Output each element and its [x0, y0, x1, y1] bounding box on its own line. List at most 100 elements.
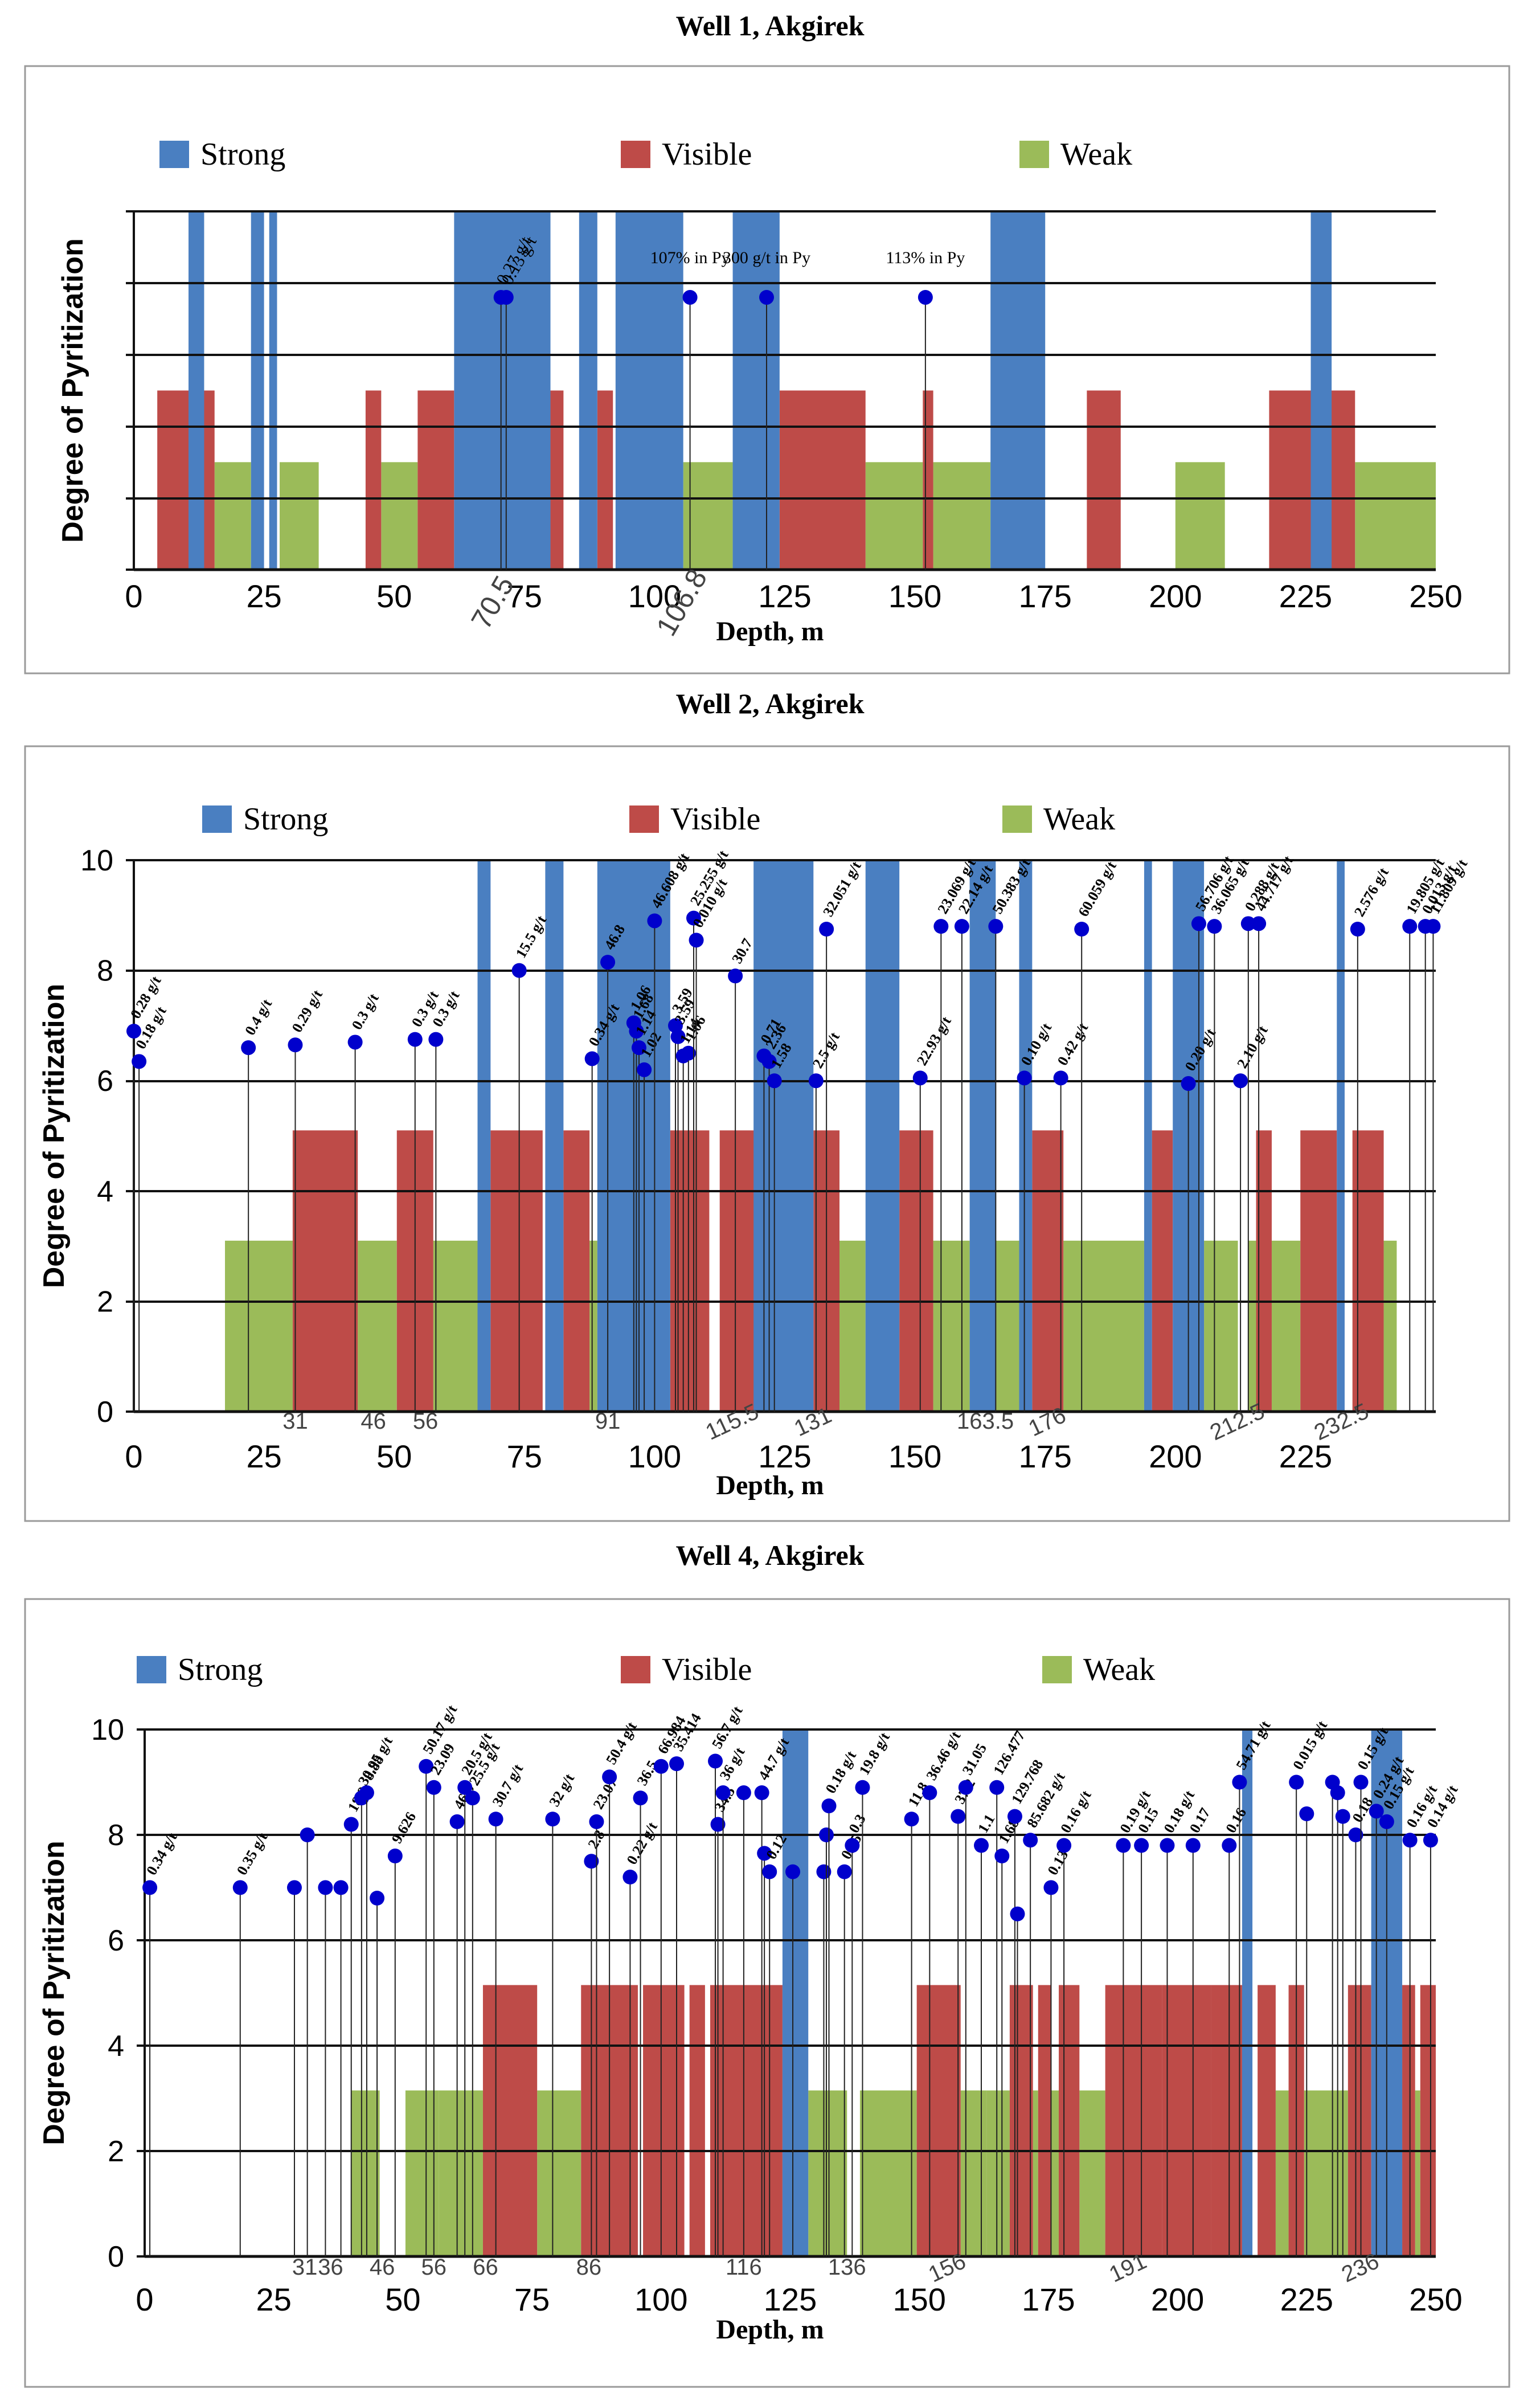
sample-marker-51 [1116, 1838, 1131, 1853]
sample-marker-48 [1023, 1833, 1038, 1848]
bar-weak-4 [808, 2090, 847, 2256]
sample-marker-39 [1251, 916, 1267, 931]
bar-weak-13 [1415, 2090, 1420, 2256]
x-axis-label: Depth, m [716, 1470, 824, 1500]
bar-strong-1 [251, 211, 264, 570]
bar-visible-2 [643, 1985, 685, 2256]
sample-marker-22 [633, 1790, 648, 1806]
sample-marker-57 [1289, 1774, 1304, 1790]
bar-visible-5 [779, 390, 866, 570]
bar-visible-12 [1258, 1985, 1276, 2256]
special-depth-tick-5: 86 [576, 2255, 602, 2280]
bar-weak-6 [1175, 462, 1225, 570]
bar-strong-1 [545, 860, 564, 1412]
sample-marker-23 [761, 1054, 777, 1069]
sample-label-3: 300 g/t in Py [723, 248, 810, 267]
sample-marker-13 [449, 1814, 465, 1829]
bar-visible-7 [899, 1130, 933, 1412]
sample-marker-53 [1160, 1838, 1175, 1853]
sample-marker-28 [736, 1785, 751, 1800]
sample-marker-0 [126, 1024, 141, 1039]
sample-marker-56 [1232, 1774, 1247, 1790]
legend-label-visible: Visible [662, 1652, 752, 1687]
sample-marker-37 [845, 1838, 860, 1853]
x-tick-label-5: 125 [764, 2281, 817, 2317]
x-tick-label-0: 0 [136, 2281, 153, 2317]
bar-visible-15 [1402, 1985, 1415, 2256]
legend-label-strong: Strong [178, 1652, 263, 1687]
sample-label-4: 113% in Py [886, 248, 965, 267]
bar-weak-0 [225, 1240, 293, 1412]
bar-visible-7 [1038, 1985, 1051, 2256]
sample-marker-4 [918, 289, 933, 305]
y-tick-label-5: 10 [80, 844, 113, 877]
sample-label-2: 107% in Py [650, 248, 730, 267]
sample-marker-35 [821, 1798, 837, 1814]
x-tick-label-8: 200 [1149, 1438, 1202, 1474]
sample-marker-24 [767, 1073, 782, 1089]
bar-strong-0 [782, 1729, 809, 2256]
bar-visible-3 [689, 1985, 705, 2256]
legend-label-visible: Visible [662, 137, 752, 172]
sample-marker-0 [142, 1880, 158, 1895]
sample-marker-34 [818, 1827, 834, 1842]
sample-marker-47 [1010, 1906, 1025, 1921]
y-tick-label-1: 2 [108, 2135, 124, 2168]
bar-strong-6 [732, 211, 780, 570]
x-tick-label-1: 25 [246, 578, 281, 614]
sample-marker-8 [584, 1051, 600, 1066]
x-tick-label-5: 125 [758, 578, 811, 614]
x-tick-label-8: 200 [1149, 578, 1202, 614]
bar-visible-3 [550, 390, 564, 570]
sample-marker-41 [1402, 919, 1418, 934]
bar-visible-6 [1009, 1985, 1033, 2256]
sample-marker-24 [669, 1756, 685, 1772]
x-tick-label-6: 150 [892, 2281, 945, 2317]
sample-marker-32 [785, 1864, 801, 1879]
bar-weak-3 [589, 1240, 597, 1412]
bar-visible-11 [1211, 1985, 1242, 2256]
special-depth-tick-2: 56 [413, 1409, 439, 1434]
bar-weak-0 [214, 462, 251, 570]
bar-visible-6 [923, 390, 933, 570]
sample-marker-20 [602, 1769, 617, 1785]
sample-marker-61 [1335, 1809, 1350, 1824]
sample-marker-27 [912, 1070, 928, 1086]
bar-weak-1 [358, 1240, 397, 1412]
bar-strong-0 [477, 860, 491, 1412]
bar-weak-5 [933, 1240, 970, 1412]
x-tick-label-9: 225 [1279, 578, 1332, 614]
y-tick-label-0: 0 [97, 1396, 113, 1429]
bar-visible-0 [482, 1985, 538, 2256]
sample-marker-55 [1222, 1838, 1237, 1853]
special-depth-tick-6: 163.5 [957, 1409, 1014, 1434]
sample-marker-11 [629, 1024, 644, 1039]
x-tick-label-4: 100 [628, 578, 681, 614]
bar-weak-2 [433, 1240, 478, 1412]
bar-visible-2 [490, 1130, 543, 1412]
sample-marker-6 [343, 1817, 359, 1832]
x-tick-label-10: 250 [1409, 2281, 1462, 2317]
sample-marker-14 [647, 913, 662, 929]
x-tick-label-7: 175 [1018, 578, 1071, 614]
sample-marker-52 [1134, 1838, 1149, 1853]
bar-strong-9 [1337, 860, 1345, 1412]
sample-marker-64 [1369, 1804, 1384, 1819]
sample-marker-4 [318, 1880, 333, 1895]
x-tick-label-6: 150 [888, 1438, 941, 1474]
sample-marker-3 [288, 1037, 303, 1053]
legend-swatch-weak [1019, 141, 1049, 168]
x-tick-label-4: 100 [634, 2281, 687, 2317]
sample-marker-67 [1423, 1833, 1438, 1848]
sample-marker-1 [232, 1880, 248, 1895]
sample-marker-30 [988, 919, 1004, 934]
bar-strong-5 [615, 211, 683, 570]
sample-marker-33 [816, 1864, 832, 1879]
legend-swatch-visible [629, 805, 659, 833]
sample-marker-5 [333, 1880, 349, 1895]
y-tick-label-4: 8 [108, 1819, 124, 1852]
special-depth-tick-3: 91 [595, 1409, 621, 1434]
bar-weak-5 [933, 462, 991, 570]
bar-strong-0 [189, 211, 204, 570]
